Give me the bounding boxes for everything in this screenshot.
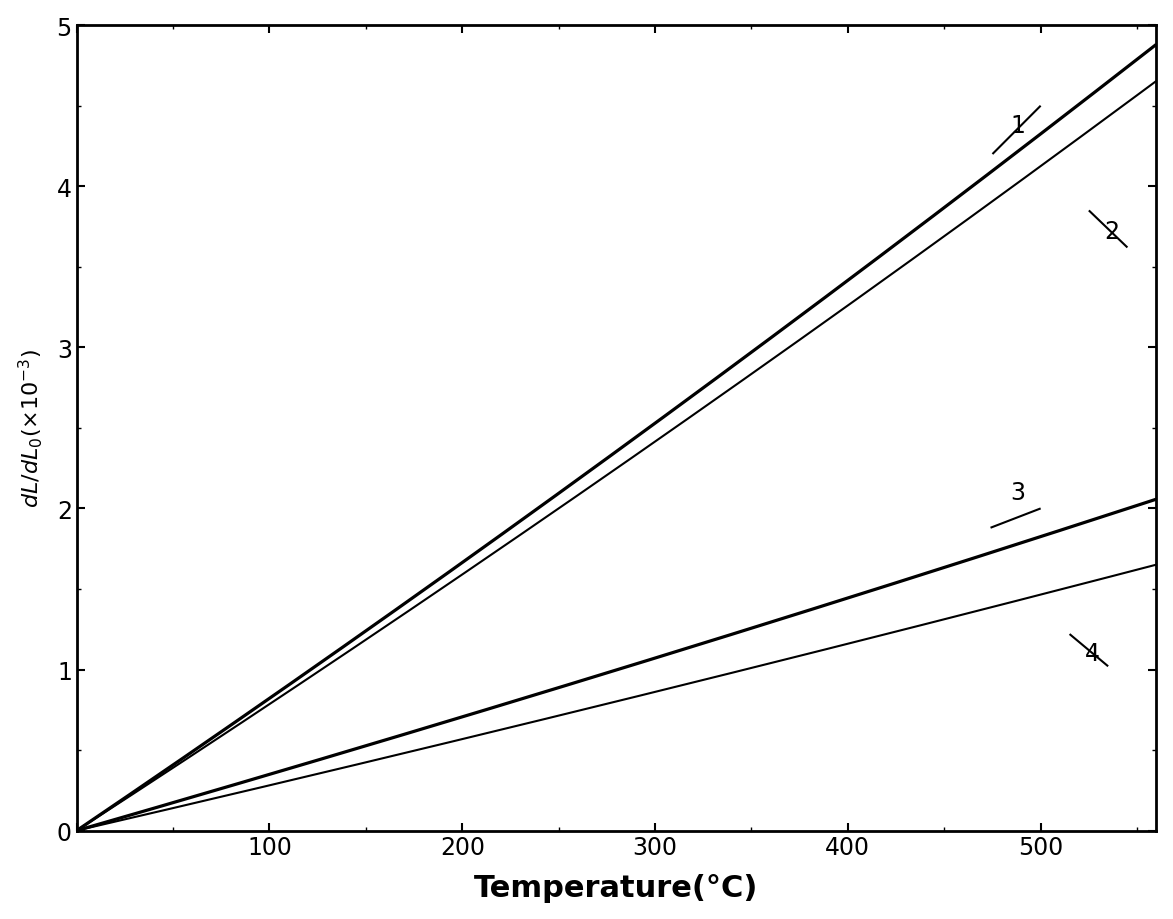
Text: 3: 3 <box>1010 481 1025 505</box>
Y-axis label: $dL/dL_0(\times 10^{-3})$: $dL/dL_0(\times 10^{-3})$ <box>16 349 46 508</box>
Text: 4: 4 <box>1085 641 1100 665</box>
Text: 1: 1 <box>1010 114 1025 138</box>
X-axis label: Temperature(°C): Temperature(°C) <box>474 873 759 902</box>
Text: 2: 2 <box>1105 221 1119 244</box>
